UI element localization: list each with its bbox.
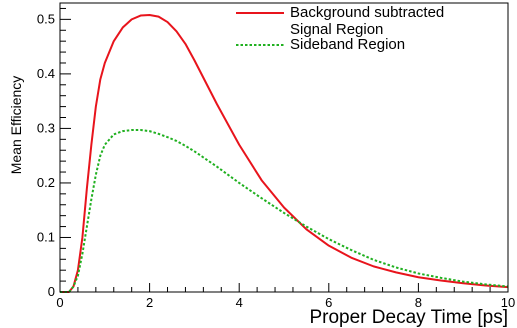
series-layer [60, 14, 509, 293]
y-tick-label: 0.3 [37, 120, 55, 135]
axes-layer: 0 2 4 6 8 10 0 0.1 0.2 0.3 0.4 0.5 [37, 7, 515, 310]
y-tick-label: 0 [48, 284, 55, 299]
x-tick-label: 4 [236, 295, 243, 310]
y-axis-title: Mean Efficiency [8, 76, 24, 175]
plot-frame [59, 2, 509, 293]
x-tick-label: 10 [501, 295, 515, 310]
x-tick-label: 2 [146, 295, 153, 310]
legend-label-signal: Signal Region [290, 21, 383, 38]
x-tick-label: 6 [325, 295, 332, 310]
y-tick-label: 0.1 [37, 229, 55, 244]
legend-label-signal: Background subtracted [290, 4, 444, 21]
legend-label-sideband: Sideband Region [290, 36, 405, 53]
signal-region-line [60, 14, 509, 293]
sideband-region-line [60, 129, 509, 293]
y-tick-label: 0.5 [37, 11, 55, 26]
x-tick-label: 0 [56, 295, 63, 310]
x-axis-title: Proper Decay Time [ps] [309, 307, 508, 328]
y-tick-label: 0.2 [37, 175, 55, 190]
plot-border [59, 2, 509, 293]
x-tick-label: 8 [415, 295, 422, 310]
y-tick-label: 0.4 [37, 66, 55, 81]
